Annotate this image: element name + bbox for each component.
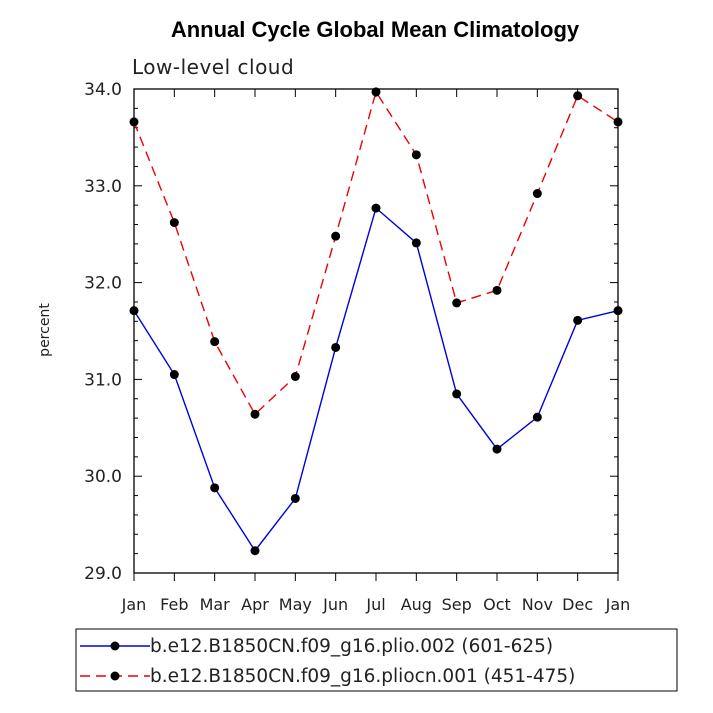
data-point-series-1 — [331, 342, 341, 352]
x-tick-label: Jun — [322, 595, 348, 614]
data-point-series-1 — [129, 306, 139, 316]
series-layer — [129, 87, 623, 556]
data-point-series-1 — [411, 238, 421, 248]
legend-label-series-2: b.e12.B1850CN.f09_g16.pliocn.001 (451-47… — [150, 666, 575, 687]
y-tick-label: 29.0 — [84, 564, 122, 584]
data-point-series-1 — [250, 546, 260, 556]
legend-marker-series-1 — [110, 641, 120, 651]
data-point-series-2 — [169, 218, 179, 228]
x-tick-label: Nov — [522, 595, 553, 614]
data-point-series-2 — [210, 337, 220, 347]
y-tick-label: 30.0 — [84, 467, 122, 487]
data-point-series-1 — [613, 306, 623, 316]
x-tick-label: Dec — [562, 595, 593, 614]
series-line-1 — [133, 206, 619, 552]
data-point-series-2 — [452, 298, 462, 308]
chart-subtitle: Low-level cloud — [132, 55, 294, 79]
x-tick-label: Oct — [483, 595, 511, 614]
data-point-series-1 — [532, 412, 542, 422]
x-tick-labels: Jan Feb Mar Apr May Jun Jul Aug Sep Oct Nov Dec Jan — [121, 595, 631, 614]
data-point-series-1 — [371, 203, 381, 213]
x-tick-label: Aug — [401, 595, 432, 614]
data-point-series-1 — [492, 444, 502, 454]
data-point-series-1 — [573, 315, 583, 325]
axis-ticks — [133, 88, 619, 581]
data-point-series-2 — [129, 117, 139, 127]
data-point-series-2 — [492, 285, 502, 295]
chart-title: Annual Cycle Global Mean Climatology — [171, 17, 580, 42]
legend-label-series-1: b.e12.B1850CN.f09_g16.plio.002 (601-625) — [150, 636, 553, 657]
data-point-series-2 — [250, 409, 260, 419]
data-point-series-2 — [573, 91, 583, 101]
y-tick-label: 34.0 — [84, 80, 122, 100]
data-point-series-2 — [532, 189, 542, 199]
data-point-series-2 — [331, 231, 341, 241]
x-tick-label: Sep — [442, 595, 472, 614]
y-tick-label: 33.0 — [84, 177, 122, 197]
data-point-series-1 — [452, 389, 462, 399]
data-point-series-1 — [210, 483, 220, 493]
y-tick-label: 31.0 — [84, 370, 122, 390]
legend-box — [75, 628, 678, 692]
legend-marker-series-2 — [110, 671, 120, 681]
y-tick-label: 32.0 — [84, 274, 122, 294]
data-point-series-2 — [613, 117, 623, 127]
data-point-series-1 — [169, 370, 179, 380]
x-tick-label: Mar — [200, 595, 231, 614]
x-tick-label: Apr — [241, 595, 269, 614]
data-point-series-1 — [290, 493, 300, 503]
x-tick-label: May — [279, 595, 312, 614]
x-tick-label: Jul — [365, 595, 385, 614]
x-tick-label: Jan — [605, 595, 631, 614]
x-tick-label: Feb — [160, 595, 188, 614]
data-point-series-2 — [290, 371, 300, 381]
plot-frame — [133, 88, 619, 574]
data-point-series-2 — [371, 87, 381, 97]
series-line-2 — [133, 90, 619, 416]
x-tick-label: Jan — [121, 595, 147, 614]
data-point-series-2 — [411, 150, 421, 160]
y-axis-label: percent — [37, 303, 53, 357]
y-tick-labels: 29.0 30.0 31.0 32.0 33.0 34.0 — [84, 80, 122, 584]
